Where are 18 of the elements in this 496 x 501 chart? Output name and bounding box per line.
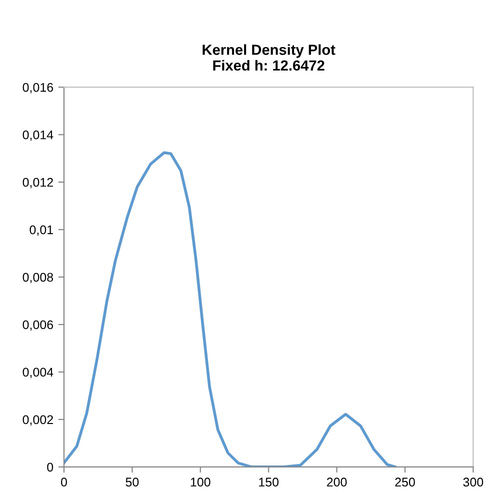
y-tick-label: 0,002 bbox=[22, 415, 53, 426]
x-tick-label: 100 bbox=[190, 478, 210, 487]
x-tick-label: 200 bbox=[326, 478, 347, 487]
y-tick-label: 0,006 bbox=[22, 320, 54, 331]
chart-title: Kernel Density Plot Fixed h: 12.6472 bbox=[202, 44, 336, 71]
x-tick-label: 150 bbox=[259, 478, 279, 487]
y-tick-label: 0,016 bbox=[22, 82, 54, 94]
x-tick-label: 250 bbox=[395, 478, 415, 487]
x-tick-label: 300 bbox=[463, 478, 484, 487]
y-tick-label: 0,008 bbox=[22, 272, 54, 284]
y-tick-label: 0 bbox=[47, 462, 54, 472]
line-series bbox=[64, 151, 397, 467]
x-tick-label: 0 bbox=[60, 478, 67, 487]
y-tick-label: 0,004 bbox=[22, 368, 54, 378]
y-tick-label: 0,012 bbox=[22, 178, 53, 188]
y-tick-label: 0,01 bbox=[30, 225, 53, 236]
y-tick-label: 0,014 bbox=[22, 130, 54, 141]
x-tick-label: 50 bbox=[126, 478, 139, 487]
